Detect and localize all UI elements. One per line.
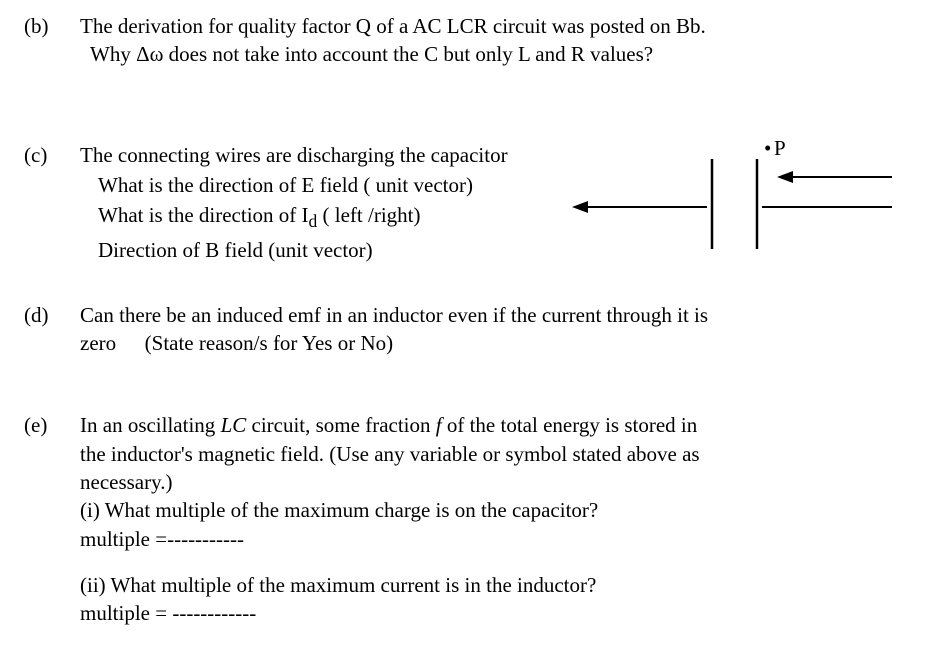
question-e-p1a: In an oscillating LC circuit, some fract… xyxy=(80,411,902,439)
question-d: (d) Can there be an induced emf in an in… xyxy=(24,301,902,358)
question-c-label: (c) xyxy=(24,141,80,168)
question-e-p1b: the inductor's magnetic field. (Use any … xyxy=(80,440,902,468)
capacitor-svg: • P xyxy=(552,135,902,255)
question-e-ii-ans: multiple = ------------ xyxy=(80,599,902,627)
point-p-dot: • xyxy=(764,136,771,160)
question-e-body: In an oscillating LC circuit, some fract… xyxy=(80,411,902,627)
question-d-label: (d) xyxy=(24,301,80,328)
question-b: (b) The derivation for quality factor Q … xyxy=(24,12,902,69)
question-e-p1a-mid: circuit, some fraction xyxy=(246,413,436,437)
question-e-p1a-suffix: of the total energy is stored in xyxy=(442,413,698,437)
question-b-body: The derivation for quality factor Q of a… xyxy=(80,12,902,69)
question-c-q1: What is the direction of E field ( unit … xyxy=(98,171,608,199)
capacitor-diagram: • P xyxy=(552,135,902,255)
question-b-line2: Why Δω does not take into account the C … xyxy=(80,40,902,68)
question-c-q2-suffix: ( left /right) xyxy=(317,203,420,227)
question-e: (e) In an oscillating LC circuit, some f… xyxy=(24,411,902,627)
question-e-label: (e) xyxy=(24,411,80,438)
exam-page: (b) The derivation for quality factor Q … xyxy=(0,0,926,652)
question-e-p1c: necessary.) xyxy=(80,468,902,496)
question-c-q2-prefix: What is the direction of I xyxy=(98,203,309,227)
question-b-line2-text: Why Δω does not take into account the C … xyxy=(90,42,653,66)
point-p-label: P xyxy=(774,136,786,160)
left-arrowhead-icon xyxy=(572,201,588,213)
question-c-body: The connecting wires are discharging the… xyxy=(80,141,902,265)
question-c-q2: What is the direction of Id ( left /righ… xyxy=(98,201,608,234)
question-d-body: Can there be an induced emf in an induct… xyxy=(80,301,902,358)
question-d-line1: Can there be an induced emf in an induct… xyxy=(80,301,902,329)
question-c-intro: The connecting wires are discharging the… xyxy=(80,141,590,169)
right-upper-arrowhead-icon xyxy=(777,171,793,183)
question-e-i-q: (i) What multiple of the maximum charge … xyxy=(80,496,902,524)
question-b-line1: The derivation for quality factor Q of a… xyxy=(80,12,902,40)
question-c-q2-sub: d xyxy=(309,212,318,232)
question-c: (c) The connecting wires are discharging… xyxy=(24,141,902,265)
question-e-p1a-prefix: In an oscillating xyxy=(80,413,221,437)
question-e-p1a-italic: LC xyxy=(221,413,247,437)
question-d-line2-a: zero xyxy=(80,331,116,355)
question-c-q3: Direction of B field (unit vector) xyxy=(98,236,608,264)
question-e-ii-q: (ii) What multiple of the maximum curren… xyxy=(80,571,902,599)
question-e-i-ans: multiple =----------- xyxy=(80,525,902,553)
question-d-line2: zero (State reason/s for Yes or No) xyxy=(80,329,902,357)
question-d-line2-b: (State reason/s for Yes or No) xyxy=(145,331,393,355)
question-b-label: (b) xyxy=(24,12,80,39)
